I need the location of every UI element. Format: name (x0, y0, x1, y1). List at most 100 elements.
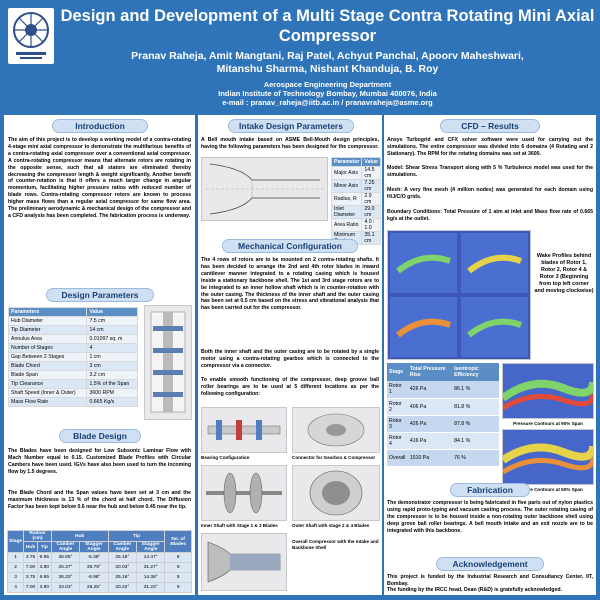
bt-cell: 6.95 (36, 552, 52, 563)
bt-cell: 20.22° (107, 582, 138, 593)
bt-cell: 1 (6, 552, 25, 563)
bt-cell: 8 (164, 572, 192, 583)
cfd-col-pressure: Total Pressure Rise (407, 363, 453, 381)
bt-radius-header: Radius (cm) (23, 530, 52, 542)
section-heading-intake-design: Intake Design Parameters (228, 119, 354, 133)
ip-cell: Area Ratio (330, 218, 363, 232)
table-row: Overall 1510 Pa 76 % (387, 449, 499, 467)
bt-stage-header: Stage (6, 530, 25, 553)
mech-text-1: The 4 rows of rotors are to be mounted o… (201, 257, 379, 312)
table-row: Rotor 2 406 Pa 81.8 % (387, 398, 499, 416)
bt-blades-header: No. of Blades (164, 530, 192, 553)
table-row: Rotor 3 426 Pa 87.8 % (387, 415, 499, 433)
dp-cell: Shaft Speed (Inner & Outer) (7, 388, 88, 398)
dp-col-parameters: Parameters (7, 307, 88, 317)
cfd-cell: 76 % (452, 449, 499, 467)
bt-cell: 9 (164, 582, 192, 593)
cfd-results-table: Stage Total Pressure Rise Isentropic Eff… (387, 363, 499, 467)
section-heading-cfd-results: CFD – Results (440, 119, 540, 133)
design-parameters-table: Parameters Value Hub Diameter 7.5 cm Tip D… (7, 307, 138, 407)
ip-cell: Inlet Diameter (330, 205, 363, 219)
dp-cell: Tip Clearance (7, 379, 88, 389)
bt-cell: 3 (6, 572, 25, 583)
acknowledgement-text-1: This project is funded by the Industrial… (387, 574, 593, 587)
department: Aerospace Engineering Department (263, 80, 392, 89)
cfd-cell: 87.8 % (452, 415, 499, 433)
dp-cell: Annulus Area (7, 334, 88, 344)
caption-outer-shaft: Outer Shaft with stage 2 & 4 Blades (292, 523, 370, 528)
ip-cell: 2.9 cm (361, 192, 381, 206)
bt-cell: 36.79° (79, 562, 109, 573)
section-heading-fabrication: Fabrication (450, 483, 530, 497)
bt-cell: 20.03° (107, 562, 138, 573)
intake-text: A Bell mouth intake based on ASME Bell-M… (201, 137, 379, 150)
dp-cell: Number of Stages (7, 343, 88, 353)
section-heading-acknowledgement: Acknowledgement (436, 557, 544, 571)
cfd-cell: 81.8 % (452, 398, 499, 416)
dp-cell: 1.5% of the Span (86, 379, 138, 389)
cfd-cell: Rotor 3 (387, 415, 408, 433)
mech-text-2: Both the inner shaft and the outer casin… (201, 349, 379, 369)
section-heading-introduction: Introduction (52, 119, 148, 133)
cfd-cell: 426 Pa (407, 415, 453, 433)
bt-cell: 36.95° (50, 552, 81, 563)
fabrication-text: The demonstrator compressor is being fab… (387, 500, 593, 534)
column-left: Introduction The aim of this project is … (4, 115, 195, 595)
caption-pressure-50: Pressure Contours at 50% Span (513, 487, 583, 492)
bt-cell: 25.25° (79, 582, 109, 593)
bt-cell: 3.80 (36, 562, 52, 573)
bt-cell: 4 (6, 582, 25, 593)
pressure-contours-50-figure (500, 429, 597, 485)
cfd-cell: 84.1 % (452, 432, 499, 450)
section-heading-design-parameters: Design Parameters (46, 288, 154, 302)
wake-profiles-figure (387, 230, 531, 360)
bt-cell: 2 (6, 562, 25, 573)
cfd-cell: 406 Pa (407, 398, 453, 416)
bt-cell: 3.80 (36, 582, 52, 593)
bt-cell: 25.19° (107, 572, 138, 583)
blade-design-text-1: The Blades have been designed for Low Su… (8, 448, 191, 475)
bearing-configuration-figure (201, 407, 287, 453)
bt-subheader: Tip (36, 541, 52, 553)
compressor-cross-section-figure (144, 305, 192, 420)
dp-cell: 1 cm (86, 352, 138, 362)
ip-col-value: Value (361, 157, 381, 167)
dp-cell: 4 (86, 343, 138, 353)
poster-header: Design and Development of a Multi Stage … (0, 0, 600, 110)
dp-cell: 3.2 cm (86, 370, 138, 380)
bt-cell: 14.47° (136, 552, 166, 563)
dp-cell: 14 cm (86, 325, 138, 335)
cfd-cell: Rotor 1 (387, 381, 408, 399)
authors-line-2: Mitanshu Sharma, Nishant Khanduja, B. Ro… (216, 63, 439, 75)
bt-cell: 6.95 (36, 572, 52, 583)
table-row: 2 7.00 3.80 25.37° 36.79° 20.03° 31.27° 9 (6, 562, 192, 573)
cfd-cell: 1510 Pa (407, 449, 453, 467)
email: e-mail : pranav_raheja@iitb.ac.in / pran… (222, 98, 433, 107)
caption-connector: Connector for Gearbox & Compressor (292, 455, 376, 460)
cfd-cell: Rotor 4 (387, 432, 408, 450)
iit-bombay-logo (8, 8, 54, 64)
poster-title: Design and Development of a Multi Stage … (60, 7, 595, 45)
ip-col-parameter: Parameter (330, 157, 363, 167)
bt-subheader: Camber Angle (107, 541, 138, 553)
dp-col-value: Value (86, 307, 138, 317)
cfd-cell: 426 Pa (407, 381, 453, 399)
table-row: Rotor 1 426 Pa 86.1 % (387, 381, 499, 399)
caption-overall-compressor: Overall Compressor with the Intake and B… (292, 539, 379, 550)
affiliation: Aerospace Engineering Department Indian … (60, 80, 595, 107)
bt-cell: 36.33° (50, 572, 81, 583)
dp-cell: Tip Diameter (7, 325, 88, 335)
intro-text: The aim of this project is to develop a … (8, 137, 191, 219)
dp-cell: 3600 RPM (86, 388, 138, 398)
caption-pressure-90: Pressure Contours at 90% Span (513, 421, 583, 426)
bt-cell: 25.18° (107, 552, 138, 563)
bt-subheader: Stagger Angle (79, 541, 109, 553)
cfd-cell: Rotor 2 (387, 398, 408, 416)
table-row: 4 7.00 3.80 33.03° 25.25° 20.22° 31.22° 9 (6, 582, 192, 593)
authors-line-1: Pranav Raheja, Amit Mangtani, Raj Patel,… (131, 50, 524, 62)
bt-cell: -5.39° (79, 552, 109, 563)
bt-subheader: Stagger Angle (136, 541, 166, 553)
bt-cell: 3.75 (23, 572, 38, 583)
section-heading-blade-design: Blade Design (59, 429, 141, 443)
cfd-col-stage: Stage (387, 363, 408, 381)
